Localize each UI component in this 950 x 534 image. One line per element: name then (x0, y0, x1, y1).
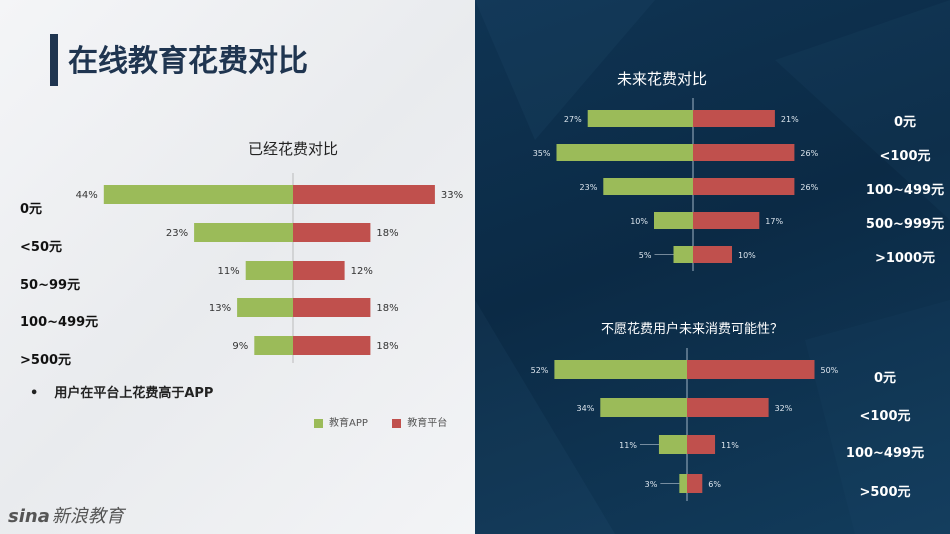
data-label-app: 35% (533, 149, 551, 158)
data-label-app: 3% (645, 480, 658, 489)
data-label-app: 13% (209, 303, 231, 314)
bar-app (245, 261, 293, 280)
legend: 教育APP 教育平台 (314, 414, 447, 429)
data-label-platform: 12% (351, 266, 373, 277)
category-label: 500~999元 (866, 217, 944, 232)
bar-platform (687, 360, 815, 379)
data-label-app: 9% (232, 341, 248, 352)
sina-logo: sina (8, 506, 50, 527)
data-label-app: 11% (217, 266, 239, 277)
sina-edu-watermark: sina 新浪教育 (8, 502, 124, 528)
bar-app (600, 398, 687, 417)
category-label: 0元 (20, 202, 42, 217)
legend-app-swatch (314, 418, 323, 428)
category-label: <100元 (879, 149, 930, 164)
category-label: 100~499元 (866, 183, 944, 198)
category-label: <50元 (20, 240, 62, 255)
legend-platform-swatch (392, 418, 402, 428)
chart2-title: 未来花费对比 (616, 70, 707, 88)
chart-unwilling-future-spend: 52% 50% 0元 34% 32% <100元 11% 11% 100~499元 3% 6% >50… (531, 348, 924, 501)
data-label-platform: 11% (721, 441, 739, 450)
watermark-text: 新浪教育 (51, 506, 124, 527)
category-label: 100~499元 (846, 446, 924, 461)
data-label-platform: 18% (376, 341, 398, 352)
bar-app (254, 336, 293, 355)
data-label-app: 11% (619, 441, 637, 450)
bar-app (237, 298, 293, 317)
bar-app (587, 110, 693, 127)
bar-platform (693, 178, 795, 195)
category-label: <100元 (859, 409, 910, 424)
page-title: 在线教育花费对比 (68, 44, 308, 79)
bar-platform (693, 144, 795, 161)
bar-app (679, 474, 687, 493)
bullet-text: 用户在平台上花费高于APP (54, 386, 214, 401)
category-label: >1000元 (875, 251, 935, 266)
bar-app (103, 185, 293, 204)
chart3-title: 不愿花费用户未来消费可能性？ (600, 322, 783, 337)
bar-platform (293, 261, 345, 280)
bar-platform (687, 435, 716, 454)
bullet-note: • 用户在平台上花费高于APP (30, 382, 213, 401)
bar-platform (687, 474, 703, 493)
bar-platform (687, 398, 769, 417)
category-label: 0元 (894, 115, 916, 130)
bullet-dot-icon: • (30, 386, 39, 401)
bar-platform (293, 336, 371, 355)
legend-app-label: 教育APP (329, 418, 368, 429)
data-label-app: 10% (630, 217, 648, 226)
data-label-platform: 17% (765, 217, 783, 226)
title-accent-bar (50, 34, 58, 86)
bar-platform (293, 223, 371, 242)
data-label-platform: 26% (800, 149, 818, 158)
bar-app (603, 178, 693, 195)
bar-app (654, 212, 693, 229)
bar-app (556, 144, 693, 161)
data-label-platform: 50% (821, 366, 839, 375)
chart-future-spend: 27% 21% 0元 35% 26% <100元 23% 26% 100~499元 10% 17% 5… (533, 98, 944, 271)
data-label-app: 44% (76, 190, 98, 201)
data-label-app: 52% (531, 366, 549, 375)
bar-platform (293, 298, 371, 317)
category-label: >500元 (20, 353, 71, 368)
bar-app (194, 223, 293, 242)
data-label-platform: 32% (775, 404, 793, 413)
bar-app (554, 360, 687, 379)
data-label-platform: 18% (376, 303, 398, 314)
legend-platform-label: 教育平台 (407, 418, 448, 429)
data-label-platform: 18% (376, 228, 398, 239)
bar-platform (693, 110, 775, 127)
bar-platform (693, 246, 732, 263)
data-label-app: 5% (639, 251, 652, 260)
right-panel: 未来花费对比 27% 21% 0元 35% 26% <100元 23% 26% 100~499元… (475, 0, 950, 534)
bar-platform (693, 212, 760, 229)
data-label-platform: 26% (800, 183, 818, 192)
category-label: 0元 (874, 371, 896, 386)
chart1-title: 已经花费对比 (247, 140, 338, 158)
category-label: >500元 (859, 485, 910, 500)
data-label-app: 23% (166, 228, 188, 239)
data-label-app: 27% (564, 115, 582, 124)
bar-platform (293, 185, 435, 204)
bar-app (673, 246, 693, 263)
category-label: 50~99元 (20, 278, 80, 293)
category-label: 100~499元 (20, 315, 98, 330)
left-panel: 在线教育花费对比 已经花费对比 44% 33% 0元 23% 18% <50元 11% 12%… (0, 0, 475, 534)
data-label-platform: 21% (781, 115, 799, 124)
chart-already-spent: 44% 33% 0元 23% 18% <50元 11% 12% 50~99元 13% 18% 100~… (20, 173, 463, 368)
data-label-platform: 10% (738, 251, 756, 260)
data-label-platform: 6% (708, 480, 721, 489)
data-label-app: 34% (577, 404, 595, 413)
background-facets (475, 0, 950, 534)
bar-app (658, 435, 687, 454)
data-label-platform: 33% (441, 190, 463, 201)
data-label-app: 23% (580, 183, 598, 192)
